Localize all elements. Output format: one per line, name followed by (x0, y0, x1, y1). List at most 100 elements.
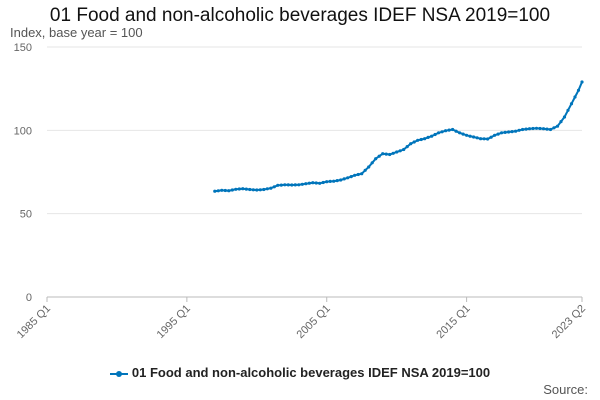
y-tick-label: 50 (20, 209, 32, 221)
data-point (241, 187, 245, 191)
data-point (286, 183, 290, 187)
data-point (510, 130, 514, 134)
data-point (423, 137, 427, 141)
data-point (475, 136, 479, 140)
data-point (370, 161, 374, 165)
data-point (534, 126, 539, 130)
data-point (458, 131, 462, 135)
data-point (433, 132, 437, 137)
data-point (514, 129, 518, 133)
data-point (486, 137, 490, 141)
data-point (335, 179, 339, 183)
x-tick-label: 2023 Q2 (550, 303, 588, 341)
data-point (332, 179, 336, 183)
data-point (531, 126, 535, 131)
data-point (493, 133, 497, 137)
data-point (244, 187, 248, 191)
x-tick-label: 2015 Q1 (434, 303, 472, 341)
data-point (524, 127, 528, 131)
data-point (451, 127, 455, 132)
data-point (279, 183, 283, 187)
data-point (437, 131, 441, 135)
data-point (395, 150, 399, 154)
data-point (545, 127, 549, 131)
data-point (290, 183, 294, 187)
data-point (503, 130, 507, 134)
data-point (391, 151, 395, 155)
legend-line-marker (109, 369, 128, 379)
series-line (214, 81, 583, 193)
data-point (248, 187, 252, 192)
data-point (223, 188, 227, 193)
data-point (507, 130, 511, 134)
data-point (220, 188, 224, 192)
data-point (454, 129, 458, 133)
data-point (367, 165, 371, 169)
data-point (426, 135, 430, 139)
x-tick-label: 1985 Q1 (15, 303, 53, 341)
source-label: Source: (543, 382, 588, 397)
data-point (416, 138, 420, 142)
data-point (500, 131, 504, 135)
data-point (430, 134, 434, 138)
data-point (339, 178, 343, 182)
data-point (265, 187, 269, 191)
data-point (283, 183, 287, 187)
data-point (262, 187, 266, 192)
data-point (388, 152, 392, 157)
data-point (405, 145, 409, 149)
data-point (398, 149, 402, 153)
data-point (569, 102, 574, 106)
data-point (548, 127, 553, 132)
y-tick-label: 100 (14, 125, 32, 137)
data-point (321, 180, 325, 185)
data-point (440, 130, 444, 134)
data-point (541, 127, 546, 131)
data-point (566, 108, 570, 112)
data-point (576, 88, 581, 92)
data-point (465, 133, 469, 137)
chart-title: 01 Food and non-alcoholic beverages IDEF… (49, 5, 551, 26)
data-point (363, 168, 367, 172)
y-tick-label: 0 (26, 292, 32, 304)
data-point (258, 188, 262, 192)
data-point (293, 183, 297, 187)
chart-subtitle: Index, base year = 100 (10, 25, 143, 40)
data-point (360, 172, 364, 176)
data-point (237, 187, 241, 191)
data-point (562, 115, 567, 119)
data-point (384, 152, 388, 156)
data-point (527, 127, 532, 131)
y-tick-label: 150 (14, 42, 32, 54)
data-point (412, 140, 416, 144)
data-point (251, 188, 255, 192)
data-point (521, 127, 525, 132)
data-point (496, 132, 500, 136)
data-point (538, 126, 542, 131)
data-point (300, 182, 304, 186)
data-point (272, 185, 276, 189)
data-point (489, 135, 493, 139)
data-point (346, 176, 350, 180)
data-point (482, 137, 486, 141)
data-point (381, 152, 385, 156)
data-point (356, 172, 360, 177)
data-point (472, 135, 476, 139)
data-point (325, 180, 329, 184)
data-point (216, 189, 220, 193)
data-point (374, 157, 378, 161)
data-point (479, 137, 483, 141)
data-point (269, 186, 273, 190)
data-point (234, 187, 238, 191)
data-point (311, 181, 315, 185)
data-point (276, 183, 280, 187)
data-point (297, 183, 301, 187)
data-point (342, 177, 346, 181)
x-tick-label: 2005 Q1 (295, 303, 333, 341)
data-point (555, 124, 560, 128)
data-point (230, 188, 234, 192)
data-point (304, 182, 308, 186)
legend-label: 01 Food and non-alcoholic beverages IDEF… (131, 365, 491, 380)
data-point (444, 129, 448, 133)
